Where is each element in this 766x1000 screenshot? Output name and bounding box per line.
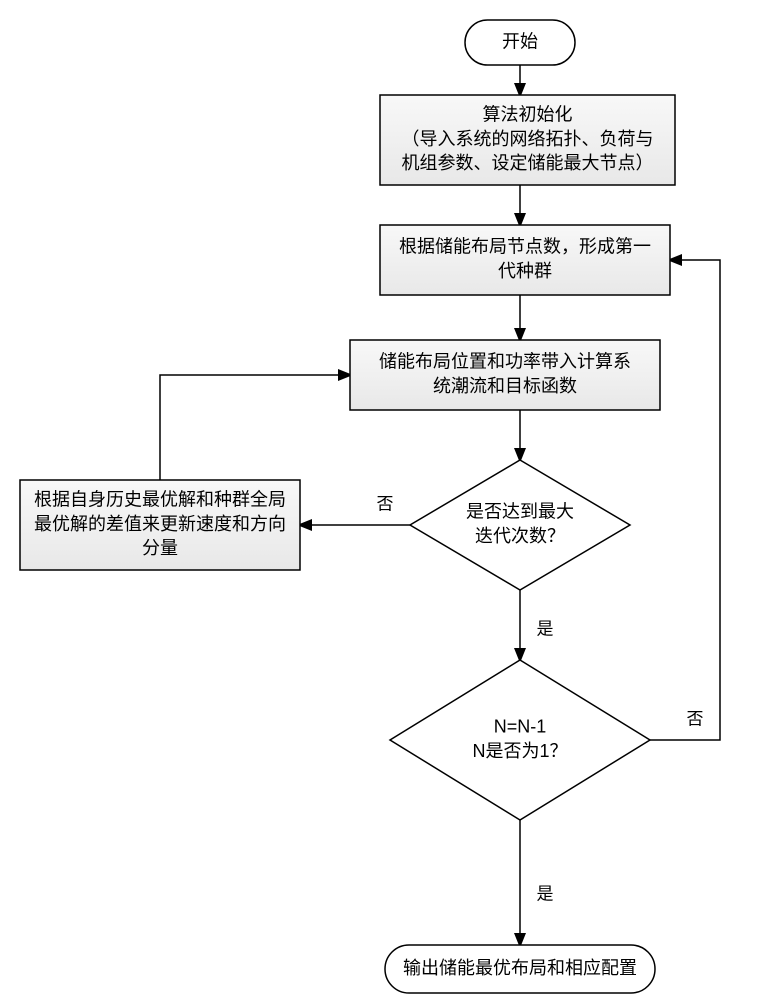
node-text: 根据自身历史最优解和种群全局 [34,489,286,509]
node-text: N是否为1？ [472,741,567,761]
node-text: 统潮流和目标函数 [433,376,577,396]
node-text: 算法初始化 [483,104,573,124]
edge-7 [650,260,720,740]
edge-label: 否 [377,494,394,513]
node-text: 分量 [142,538,178,558]
node-text: （导入系统的网络拓扑、负荷与 [402,129,654,149]
edge-5 [160,375,350,480]
node-text: 储能布局位置和功率带入计算系 [379,352,631,372]
edge-label: 否 [687,709,704,728]
node-text: 最优解的差值来更新速度和方向 [34,514,286,534]
node-text: 开始 [502,31,538,51]
node-text: 迭代次数？ [475,526,565,546]
node-text: 代种群 [498,261,552,281]
edge-label: 是 [537,619,554,638]
node-text: 输出储能最优布局和相应配置 [403,958,637,978]
node-text: 根据储能布局节点数，形成第一 [399,237,651,257]
node-text: 机组参数、设定储能最大节点） [402,153,654,173]
node-text: N=N-1 [494,717,547,737]
node-text: 是否达到最大 [466,502,574,522]
edge-label: 是 [537,884,554,903]
